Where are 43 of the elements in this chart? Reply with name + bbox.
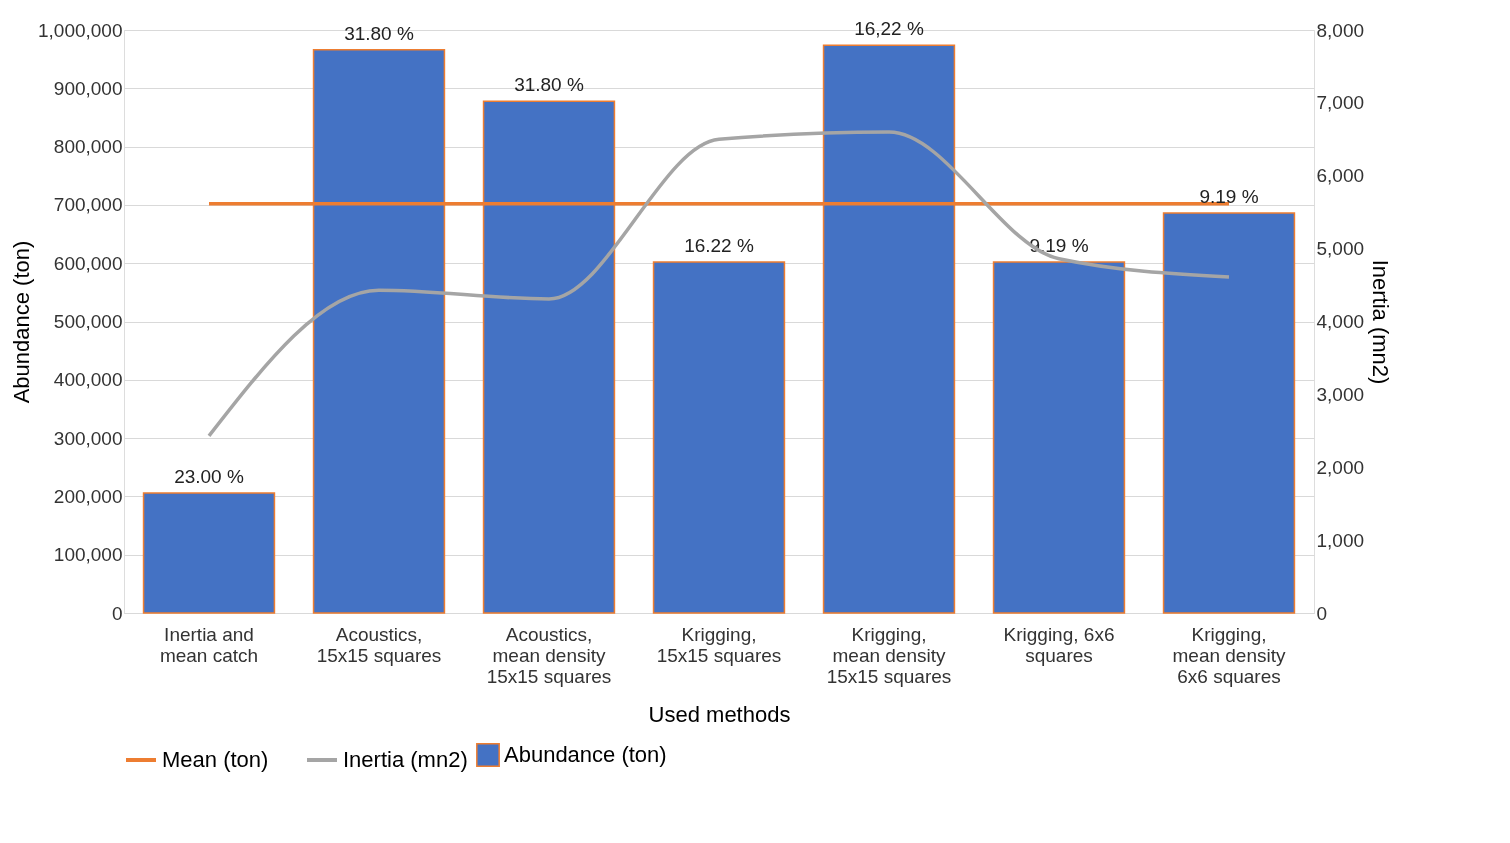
y2-tick-label: 4,000 [1316, 311, 1365, 332]
x-tick-label: Acoustics, 15x15 squares [316, 623, 442, 666]
x-tick-label: Inertia and mean catch [159, 623, 259, 666]
bar [652, 261, 786, 614]
y2-tick-label: 1,000 [1316, 529, 1365, 551]
bar [142, 492, 276, 614]
y-tick-label: 800,000 [53, 136, 123, 158]
y-tick-label: 500,000 [53, 311, 123, 332]
y2-tick-label: 5,000 [1316, 238, 1365, 260]
legend-label: Inertia (mn2) [343, 747, 468, 772]
x-tick-label: Krigging, mean density 15x15 squares [826, 623, 952, 687]
y-tick-label: 900,000 [53, 77, 123, 99]
annotation: 23.00 % [174, 465, 244, 487]
x-axis-title: Used methods [648, 701, 791, 727]
annotation: 31.80 % [344, 22, 414, 44]
bar [992, 261, 1126, 614]
y2-tick-label: 6,000 [1316, 165, 1365, 187]
annotation: 16.22 % [684, 235, 754, 257]
x-tick-label: Krigging, 6x6 squares [1003, 623, 1115, 666]
x-tick-label: Krigging, 15x15 squares [656, 623, 782, 666]
annotation: 31.80 % [514, 74, 584, 96]
y2-tick-label: 0 [1316, 602, 1328, 624]
y-tick-label: 0 [111, 602, 123, 624]
y-tick-label: 200,000 [53, 485, 123, 507]
y-tick-label: 300,000 [53, 427, 123, 449]
annotation: 16,22 % [854, 18, 924, 40]
y-tick-label: 400,000 [53, 369, 123, 391]
y2-tick-label: 8,000 [1316, 19, 1365, 41]
x-tick-label: Krigging, mean density 6x6 squares [1172, 623, 1286, 687]
y2-tick-label: 2,000 [1316, 456, 1365, 478]
y-tick-label: 100,000 [53, 544, 123, 566]
y-tick-label: 1,000,000 [37, 19, 123, 41]
y-tick-label: 700,000 [53, 194, 123, 216]
legend-label: Mean (ton) [162, 747, 269, 772]
y2-tick-label: 3,000 [1316, 383, 1365, 405]
x-tick-label: Acoustics, mean density 15x15 squares [486, 623, 612, 687]
y-axis-title: Abundance (ton) [8, 240, 34, 404]
bar [1162, 212, 1296, 614]
y2-tick-label: 7,000 [1316, 92, 1365, 114]
y-tick-label: 600,000 [53, 252, 123, 274]
annotation: 9.19 % [1199, 186, 1259, 208]
y2-axis-title: Inertia (mn2) [1368, 259, 1394, 385]
legend-label: Abundance (ton) [504, 742, 667, 767]
